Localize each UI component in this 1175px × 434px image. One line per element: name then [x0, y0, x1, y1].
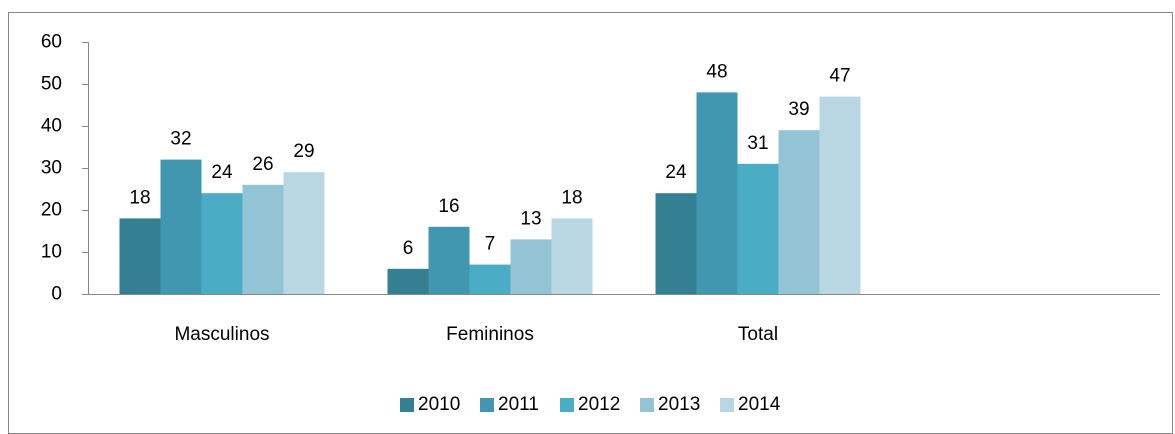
bar [510, 239, 552, 294]
y-tick-label: 60 [41, 32, 62, 53]
data-label: 32 [170, 129, 191, 150]
legend-swatch [480, 398, 494, 412]
data-label: 6 [403, 238, 414, 259]
bar [696, 92, 738, 295]
x-tick-label: Femininos [446, 324, 534, 345]
bar [283, 172, 325, 294]
legend-label: 2013 [658, 394, 700, 415]
bar [119, 218, 161, 294]
bar [778, 130, 820, 294]
legend-swatch [720, 398, 734, 412]
data-label: 7 [485, 234, 496, 255]
bar [387, 268, 429, 294]
legend-swatch [560, 398, 574, 412]
data-label: 16 [438, 196, 459, 217]
x-tick-label: Total [738, 324, 778, 345]
data-label: 24 [211, 162, 233, 183]
data-label: 13 [520, 208, 541, 229]
data-label: 18 [129, 187, 150, 208]
bar [655, 193, 697, 294]
data-label: 18 [561, 187, 582, 208]
legend-label: 2010 [418, 394, 460, 415]
data-label: 26 [252, 154, 273, 175]
data-label: 24 [665, 162, 687, 183]
bar [737, 163, 779, 294]
bar [469, 264, 511, 294]
legend-label: 2014 [738, 394, 781, 415]
data-label: 31 [747, 133, 768, 154]
y-tick-label: 10 [41, 242, 62, 263]
legend-label: 2012 [578, 394, 620, 415]
bar [819, 96, 861, 294]
y-tick-label: 0 [51, 284, 62, 305]
x-tick-label: Masculinos [174, 324, 269, 345]
data-label: 47 [829, 66, 850, 87]
bar [160, 159, 202, 294]
bar [551, 218, 593, 294]
y-tick-label: 20 [41, 200, 62, 221]
data-label: 29 [293, 141, 314, 162]
data-label: 39 [788, 99, 809, 120]
y-tick-label: 50 [41, 74, 62, 95]
y-tick-label: 30 [41, 158, 62, 179]
bar [428, 226, 470, 294]
legend-swatch [640, 398, 654, 412]
bar [242, 184, 284, 294]
legend-label: 2011 [498, 394, 539, 415]
legend-swatch [400, 398, 414, 412]
data-label: 48 [706, 61, 727, 82]
y-tick-label: 40 [41, 116, 62, 137]
bar [201, 193, 243, 294]
